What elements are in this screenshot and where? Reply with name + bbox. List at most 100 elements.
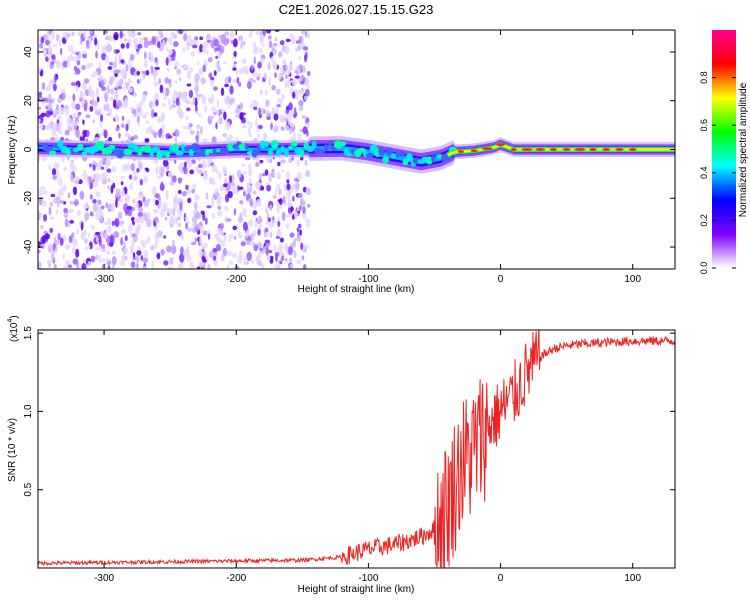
noise-speck [132,170,138,176]
noise-speck [232,79,238,84]
noise-speck [231,187,236,193]
noise-speck [122,68,128,78]
noise-speck [82,129,88,138]
noise-speck [59,187,64,197]
noise-speck [243,58,247,64]
noise-speck [98,61,102,71]
noise-speck [83,169,87,177]
noise-speck [270,256,274,261]
noise-speck [140,215,144,225]
noise-speck [241,207,247,215]
noise-speck [271,106,276,115]
noise-speck [192,44,198,49]
noise-speck [197,61,200,66]
noise-speck [137,43,143,49]
noise-speck [117,211,123,220]
noise-speck [256,123,260,133]
ridge-blob [57,140,64,148]
spectrogram-ytick-label: 0 [23,146,34,152]
noise-speck [162,159,169,167]
noise-speck [212,247,218,254]
noise-speck [181,234,184,241]
ridge-blob [267,147,274,157]
noise-speck [105,54,109,64]
noise-speck [58,177,63,187]
noise-speck [275,254,278,262]
noise-speck [288,157,292,164]
noise-speck [248,77,254,82]
noise-speck [62,184,67,192]
noise-speck [224,76,230,84]
noise-speck [38,106,42,111]
noise-speck [69,219,75,224]
noise-speck [89,105,94,112]
noise-speck [136,102,142,111]
noise-speck [255,161,260,168]
noise-speck [229,98,233,106]
noise-speck [276,183,281,190]
noise-speck [112,99,117,109]
noise-speck [206,50,209,55]
noise-speck [265,206,269,211]
noise-speck [296,206,300,212]
ridge-peak [495,143,506,147]
noise-speck [142,266,147,269]
noise-speck [160,113,166,119]
noise-speck [151,260,155,269]
noise-speck [87,245,91,249]
noise-speck [200,77,207,84]
noise-speck [150,65,154,75]
noise-speck [119,260,124,267]
noise-speck [200,210,205,215]
spectrogram-xtick-label: -100 [358,274,378,285]
noise-speck [205,217,208,225]
noise-speck [139,37,144,44]
noise-speck [107,225,112,234]
noise-speck [213,38,219,47]
noise-speck [185,184,189,190]
noise-speck [53,110,56,117]
noise-speck [135,255,140,263]
noise-speck [126,163,131,170]
noise-speck [281,211,286,221]
noise-speck [182,165,186,172]
noise-speck [255,157,260,162]
noise-speck [249,198,254,207]
ridge-peak [535,148,546,151]
noise-speck [104,172,108,179]
ridge-blob [48,150,57,156]
ridge-blob [323,144,329,151]
ridge-blob [259,140,266,149]
noise-speck [160,248,165,256]
noise-speck [143,212,147,219]
noise-speck [100,244,106,249]
noise-speck [75,51,80,56]
ridge-blob [143,145,152,153]
noise-speck [76,120,80,125]
noise-speck [274,37,278,42]
ridge-blob [132,144,140,153]
noise-speck [187,159,193,168]
noise-speck [250,232,254,242]
ridge-peak [457,150,465,154]
noise-speck [169,257,174,266]
noise-speck [232,225,237,231]
noise-speck [111,220,115,226]
noise-speck [135,215,142,224]
noise-speck [141,93,147,103]
noise-speck [217,210,223,217]
chart-title: C2E1.2026.027.15.15.G23 [279,2,434,17]
noise-speck [57,130,63,135]
ridge-blob [327,141,333,147]
snr-ytick-label: 1.0 [23,404,34,418]
noise-speck [265,157,271,164]
noise-speck [107,185,110,190]
ridge-peak [628,148,637,151]
noise-speck [221,240,226,247]
noise-speck [296,227,300,233]
noise-speck [272,170,276,176]
noise-speck [120,220,125,224]
noise-speck [174,136,178,145]
noise-speck [137,121,141,128]
noise-speck [86,129,90,138]
